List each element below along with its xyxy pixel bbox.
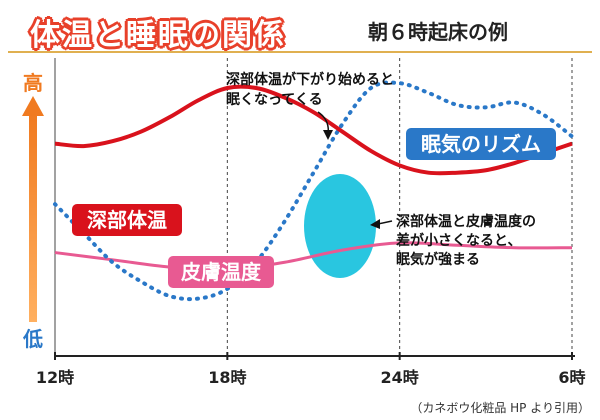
annotation-diff-note-0: 深部体温と皮膚温度の xyxy=(396,213,536,230)
series-label-sleep: 眠気のリズム xyxy=(421,132,541,156)
title-banner: 体温と睡眠の関係 朝６時起床の例 xyxy=(8,4,588,53)
x-tick-label-3: 6時 xyxy=(558,368,585,387)
annotation-diff-note-2: 眠気が強まる xyxy=(396,251,480,268)
y-arrow-head xyxy=(22,96,44,116)
series-line-sleep xyxy=(53,80,574,302)
series-label-sleep-box xyxy=(406,128,556,160)
annotation-diff-leader xyxy=(377,220,393,225)
annotation-core-note-1: 眠くなってくる xyxy=(226,92,323,108)
chart-title: 体温と睡眠の関係 xyxy=(30,18,286,53)
x-tick-label-0: 12時 xyxy=(36,368,74,387)
series-label-core: 深部体温 xyxy=(87,208,167,232)
series-label-core-box xyxy=(72,204,182,236)
x-tick-label-2: 24時 xyxy=(381,368,419,387)
y-arrow-shaft xyxy=(29,112,37,322)
x-tick-label-1: 18時 xyxy=(208,368,246,387)
series-label-skin-box xyxy=(168,256,274,288)
y-axis-low-label: 低 xyxy=(22,327,43,351)
annotation-core-note-0: 深部体温が下がり始めると xyxy=(226,71,394,88)
series-label-skin: 皮膚温度 xyxy=(181,260,262,284)
chart-subtitle: 朝６時起床の例 xyxy=(368,20,508,44)
source-note: （カネボウ化粧品 HP より引用） xyxy=(410,401,590,415)
difference-highlight xyxy=(304,174,376,278)
annotation-diff-arrowhead xyxy=(370,219,380,229)
annotation-core-arrowhead xyxy=(323,130,333,140)
series-line-core xyxy=(54,84,573,176)
annotation-diff-note-1: 差が小さくなると、 xyxy=(396,232,521,249)
series-line-skin xyxy=(54,241,573,272)
y-axis-high-label: 高 xyxy=(23,71,43,95)
